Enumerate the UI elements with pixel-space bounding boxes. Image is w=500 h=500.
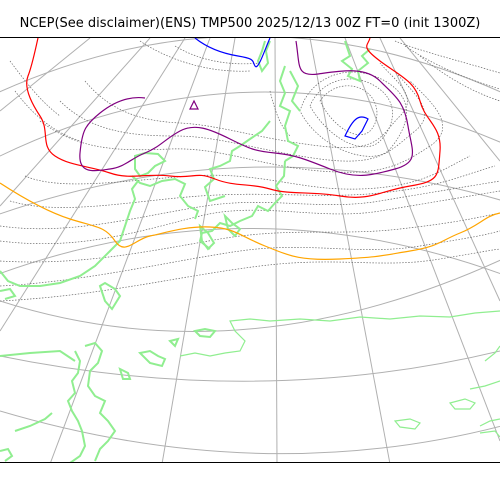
isotherm [0,180,500,230]
isotherm [299,71,407,157]
meridian [50,38,211,462]
coastline [340,40,371,83]
isotherm [394,40,500,74]
coastline [484,345,500,362]
isotherm [9,165,496,208]
coastline [118,367,132,380]
isotherm [404,45,500,90]
coastline [98,281,122,311]
coastline [192,327,217,339]
isotherm [139,40,251,72]
coastline [66,350,87,462]
map-title: NCEP(See disclaimer)(ENS) TMP500 2025/12… [19,16,481,31]
isotherm [0,248,500,302]
isotherm [174,45,261,65]
coastline [14,412,53,432]
coastline [203,120,271,203]
latitude-circle [0,259,500,332]
coastline [134,151,167,178]
coastline [0,447,14,462]
isotherm [9,60,61,117]
coastline [84,341,117,462]
purple-isotherm [79,40,414,177]
latitude-circle [0,38,500,93]
map-frame [0,37,500,463]
coastline [393,418,421,430]
meridian [344,38,500,442]
meridian [161,38,236,462]
meridian [0,38,151,207]
latitude-circle [0,410,500,455]
coastline [168,337,180,348]
meridian [0,38,186,332]
red-isotherm [26,38,441,198]
coastline [479,418,500,427]
isotherm [0,212,500,263]
purple-isotherm [189,99,199,110]
latitude-circle [0,166,500,215]
coastlines-thin [179,310,500,438]
coastline [223,212,242,238]
coastline [179,310,500,357]
latitude-circle [0,350,500,382]
isotherm [39,80,443,173]
isotherm [14,90,81,142]
meridian [0,38,91,112]
coastline [0,349,76,362]
isotherm [319,85,378,136]
coastline [448,398,476,410]
coastline [0,287,17,300]
coastline [289,70,301,112]
meridian [309,38,391,462]
meridian [379,38,500,302]
map-canvas [0,38,500,462]
blue-isotherm [344,116,369,140]
isotherm [0,190,500,245]
coastline [0,180,139,287]
coastline [198,160,286,250]
coastline [256,40,271,74]
coastline [198,223,216,251]
meridian [399,38,500,162]
isotherm [0,230,500,287]
coastline [131,175,200,220]
latitude-circle [0,91,500,157]
blue-isotherm [194,38,271,68]
isotherm [24,155,471,190]
coastline [278,65,300,162]
graticule [0,38,500,462]
isotherm [59,70,425,162]
temperature-isotherms [0,40,500,302]
coastline [479,430,500,438]
orange-isotherm [0,182,500,261]
isotherm [309,78,393,148]
coastline [137,349,167,368]
latitude-circle [0,228,500,275]
isotherm [419,55,500,102]
coastline [469,380,500,390]
coastlines [0,40,371,462]
isotherm [269,90,291,137]
